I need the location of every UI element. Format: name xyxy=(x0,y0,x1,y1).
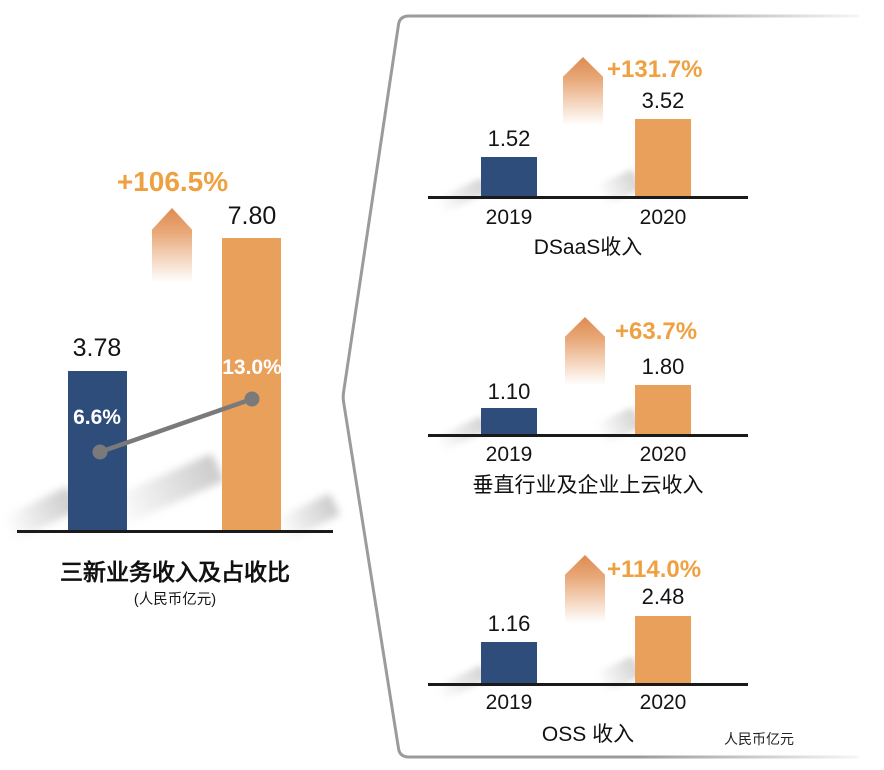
bar-shadow xyxy=(588,169,642,210)
sub-chart-axis xyxy=(428,196,748,199)
main-chart-axis xyxy=(17,530,333,533)
bar-2019 xyxy=(481,642,537,684)
growth-arrow-icon xyxy=(565,555,605,628)
bar-2020 xyxy=(635,616,691,684)
bar-2020 xyxy=(635,119,691,197)
year-label-2020: 2020 xyxy=(639,206,687,229)
bar-value-2020: 7.80 xyxy=(227,202,277,230)
bar-2020 xyxy=(635,385,691,435)
bar-value-2020: 2.48 xyxy=(641,584,685,609)
bar-value-2019: 1.10 xyxy=(487,379,531,404)
year-label-2020: 2020 xyxy=(639,443,687,466)
bar-value-2019: 3.78 xyxy=(72,334,122,362)
year-label-2019: 2019 xyxy=(485,443,533,466)
bar-shadow xyxy=(588,407,642,448)
growth-label: +114.0% xyxy=(607,556,702,583)
unit-note: 人民币亿元 xyxy=(724,731,794,747)
growth-label: +131.7% xyxy=(607,56,703,83)
bar-value-2019: 1.16 xyxy=(487,611,531,636)
growth-label: +106.5% xyxy=(116,166,229,197)
main-chart-subtitle: (人民币亿元) xyxy=(133,592,217,608)
sub-chart-title: OSS 收入 xyxy=(541,723,635,746)
sub-chart-axis xyxy=(428,434,748,437)
bar-shadow xyxy=(0,486,79,547)
sub-chart-title: DSaaS收入 xyxy=(533,236,643,259)
growth-arrow-icon xyxy=(563,57,603,130)
share-label-2019: 6.6% xyxy=(73,406,121,429)
bar-2019 xyxy=(481,157,537,197)
main-chart-title: 三新业务收入及占收比 xyxy=(60,559,290,585)
bar-2019 xyxy=(481,408,537,435)
growth-arrow-icon xyxy=(565,317,605,390)
growth-arrow-icon xyxy=(152,208,192,288)
sub-chart-axis xyxy=(428,683,748,686)
sub-chart-title: 垂直行业及企业上云收入 xyxy=(472,474,704,497)
year-label-2019: 2019 xyxy=(485,206,533,229)
growth-label: +63.7% xyxy=(615,318,698,345)
bar-value-2019: 1.52 xyxy=(487,126,531,151)
share-label-2020: 13.0% xyxy=(222,356,282,379)
year-label-2020: 2020 xyxy=(639,691,687,714)
bar-value-2020: 3.52 xyxy=(641,88,685,113)
year-label-2019: 2019 xyxy=(485,691,533,714)
bar-value-2020: 1.80 xyxy=(641,354,685,379)
bar-2019 xyxy=(68,371,127,531)
bar-2020 xyxy=(222,238,281,531)
